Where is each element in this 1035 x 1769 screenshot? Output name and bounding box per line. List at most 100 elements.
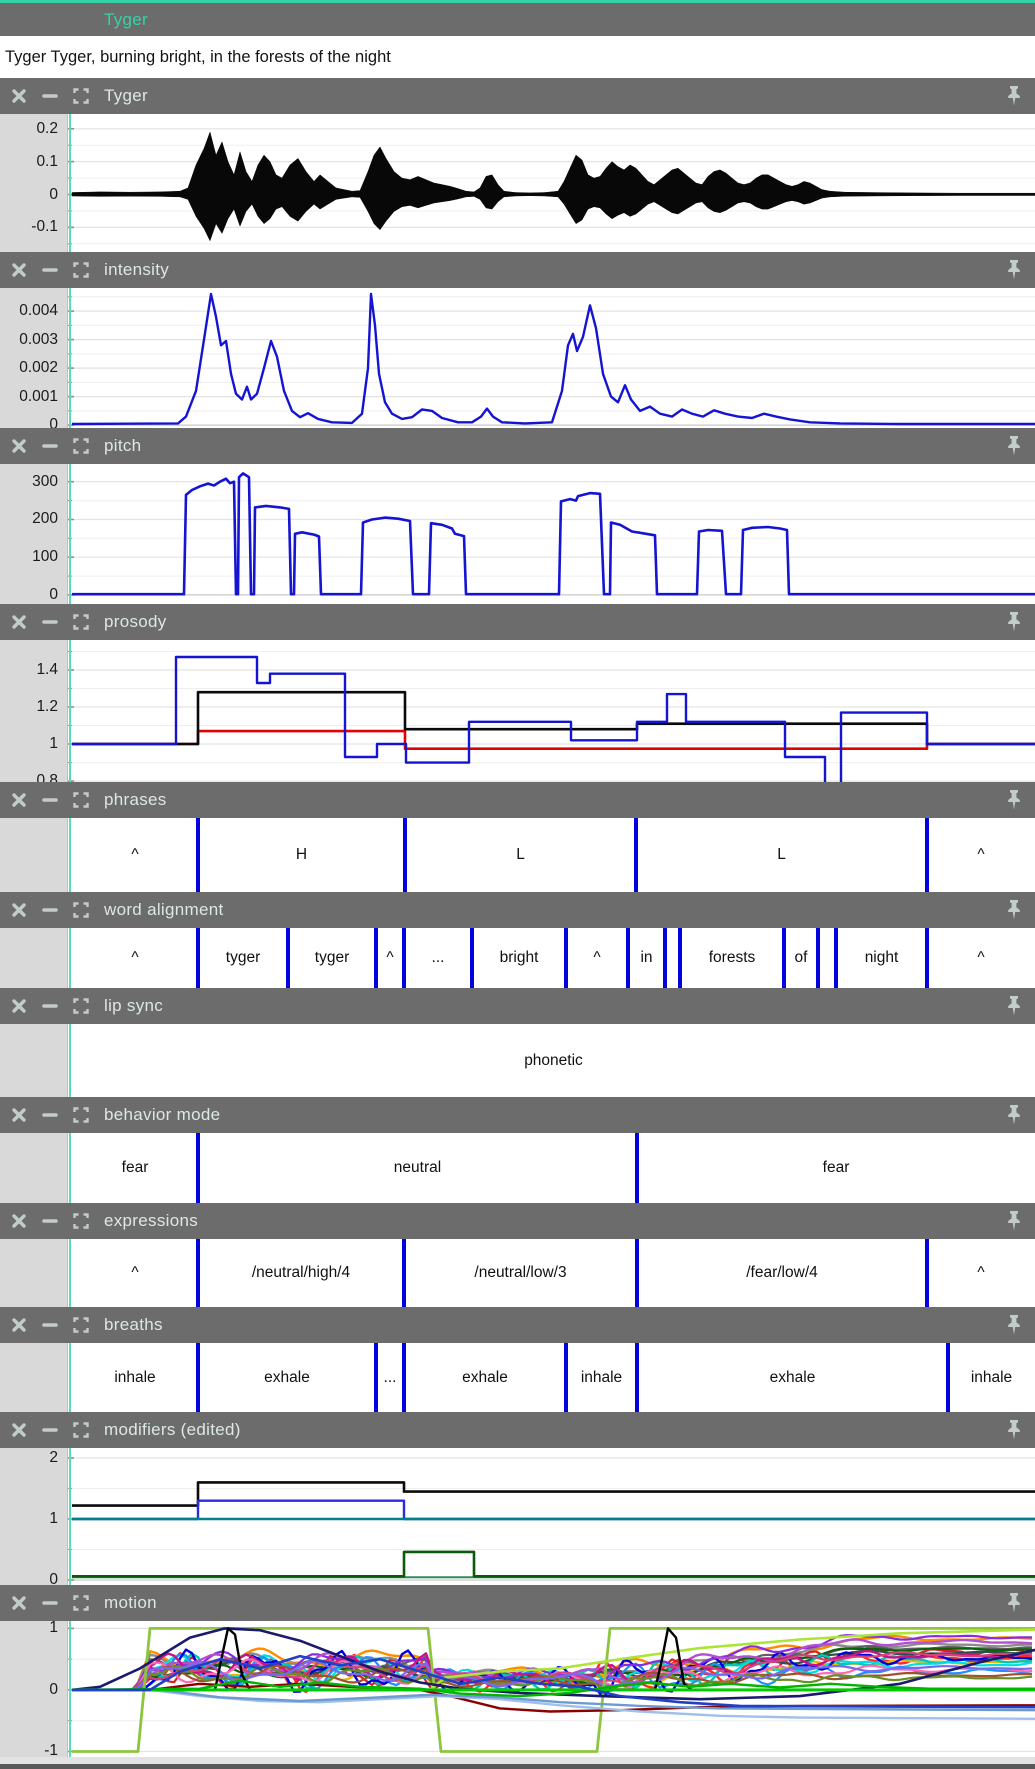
panel-header-pitch[interactable]: pitch <box>0 428 1035 464</box>
expand-icon[interactable] <box>69 788 93 812</box>
plot-motion[interactable] <box>68 1621 1035 1757</box>
panel-header-behavior-mode[interactable]: behavior mode <box>0 1097 1035 1133</box>
close-icon[interactable] <box>7 898 31 922</box>
panel-header-intensity[interactable]: intensity <box>0 252 1035 288</box>
panel-header-lip-sync[interactable]: lip sync <box>0 988 1035 1024</box>
bottom-scrollbar[interactable] <box>0 1757 1035 1769</box>
plot-prosody[interactable] <box>68 640 1035 782</box>
segment-divider[interactable] <box>402 928 406 988</box>
plot-modifiers-edited[interactable] <box>68 1448 1035 1585</box>
segment-divider[interactable] <box>626 928 630 988</box>
minimize-icon[interactable] <box>38 1418 62 1442</box>
panel-header-tyger[interactable]: Tyger <box>0 78 1035 114</box>
segment-divider[interactable] <box>678 928 682 988</box>
minimize-icon[interactable] <box>38 898 62 922</box>
segment-divider[interactable] <box>196 1239 200 1307</box>
minimize-icon[interactable] <box>38 84 62 108</box>
app-title-bar[interactable]: Tyger <box>0 0 1035 36</box>
segment-divider[interactable] <box>663 928 667 988</box>
minimize-icon[interactable] <box>38 1103 62 1127</box>
close-icon[interactable] <box>7 8 31 32</box>
playback-cursor[interactable] <box>69 114 71 252</box>
segment-divider[interactable] <box>635 1343 639 1412</box>
panel-header-breaths[interactable]: breaths <box>0 1307 1035 1343</box>
close-icon[interactable] <box>7 1313 31 1337</box>
playback-cursor[interactable] <box>69 1024 71 1097</box>
segment-divider[interactable] <box>925 928 929 988</box>
segment-divider[interactable] <box>925 1239 929 1307</box>
panel-header-prosody[interactable]: prosody <box>0 604 1035 640</box>
close-icon[interactable] <box>7 1209 31 1233</box>
panel-header-modifiers-edited[interactable]: modifiers (edited) <box>0 1412 1035 1448</box>
segment-divider[interactable] <box>374 928 378 988</box>
plot-tyger[interactable] <box>68 114 1035 252</box>
pin-icon[interactable] <box>1002 610 1026 634</box>
segment-divider[interactable] <box>816 928 820 988</box>
segment-divider[interactable] <box>402 1343 406 1412</box>
playback-cursor[interactable] <box>69 818 71 892</box>
panel-header-motion[interactable]: motion <box>0 1585 1035 1621</box>
expand-icon[interactable] <box>69 610 93 634</box>
playback-cursor[interactable] <box>69 288 71 428</box>
pin-icon[interactable] <box>1002 898 1026 922</box>
pin-icon[interactable] <box>1002 8 1026 32</box>
segment-divider[interactable] <box>402 1239 406 1307</box>
segment-divider[interactable] <box>834 928 838 988</box>
segment-divider[interactable] <box>286 928 290 988</box>
plot-intensity[interactable] <box>68 288 1035 428</box>
close-icon[interactable] <box>7 610 31 634</box>
playback-cursor[interactable] <box>69 640 71 782</box>
segment-divider[interactable] <box>634 818 638 892</box>
minimize-icon[interactable] <box>38 258 62 282</box>
expand-icon[interactable] <box>69 1209 93 1233</box>
segment-divider[interactable] <box>946 1343 950 1412</box>
segment-divider[interactable] <box>470 928 474 988</box>
pin-icon[interactable] <box>1002 258 1026 282</box>
minimize-icon[interactable] <box>38 434 62 458</box>
minimize-icon[interactable] <box>38 788 62 812</box>
expand-icon[interactable] <box>69 84 93 108</box>
segment-divider[interactable] <box>782 928 786 988</box>
close-icon[interactable] <box>7 84 31 108</box>
segment-divider[interactable] <box>196 928 200 988</box>
close-icon[interactable] <box>7 1103 31 1127</box>
panel-header-phrases[interactable]: phrases <box>0 782 1035 818</box>
close-icon[interactable] <box>7 1418 31 1442</box>
segment-divider[interactable] <box>925 818 929 892</box>
minimize-icon[interactable] <box>38 1313 62 1337</box>
minimize-icon[interactable] <box>38 1209 62 1233</box>
playback-cursor[interactable] <box>69 928 71 988</box>
pin-icon[interactable] <box>1002 84 1026 108</box>
playback-cursor[interactable] <box>69 1621 71 1757</box>
segment-divider[interactable] <box>403 818 407 892</box>
playback-cursor[interactable] <box>69 464 71 604</box>
minimize-icon[interactable] <box>38 1591 62 1615</box>
pin-icon[interactable] <box>1002 994 1026 1018</box>
expand-icon[interactable] <box>69 994 93 1018</box>
expand-icon[interactable] <box>69 434 93 458</box>
expand-icon[interactable] <box>69 1103 93 1127</box>
segment-divider[interactable] <box>635 1133 639 1203</box>
segment-divider[interactable] <box>564 1343 568 1412</box>
close-icon[interactable] <box>7 1591 31 1615</box>
segment-divider[interactable] <box>374 1343 378 1412</box>
close-icon[interactable] <box>7 788 31 812</box>
expand-icon[interactable] <box>69 1418 93 1442</box>
expand-icon[interactable] <box>69 258 93 282</box>
pin-icon[interactable] <box>1002 434 1026 458</box>
pin-icon[interactable] <box>1002 1209 1026 1233</box>
minimize-icon[interactable] <box>38 994 62 1018</box>
expand-icon[interactable] <box>69 1313 93 1337</box>
plot-pitch[interactable] <box>68 464 1035 604</box>
playback-cursor[interactable] <box>69 1448 71 1585</box>
close-icon[interactable] <box>7 434 31 458</box>
pin-icon[interactable] <box>1002 1313 1026 1337</box>
segment-divider[interactable] <box>564 928 568 988</box>
pin-icon[interactable] <box>1002 1103 1026 1127</box>
playback-cursor[interactable] <box>69 1239 71 1307</box>
close-icon[interactable] <box>7 258 31 282</box>
panel-header-expressions[interactable]: expressions <box>0 1203 1035 1239</box>
expand-icon[interactable] <box>69 898 93 922</box>
playback-cursor[interactable] <box>69 1343 71 1412</box>
playback-cursor[interactable] <box>69 1133 71 1203</box>
